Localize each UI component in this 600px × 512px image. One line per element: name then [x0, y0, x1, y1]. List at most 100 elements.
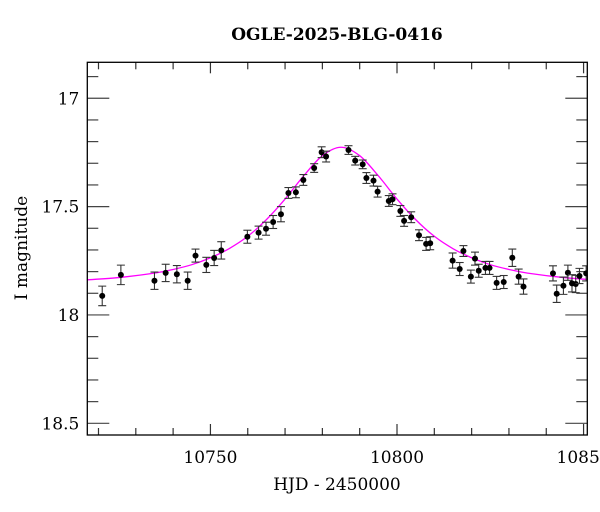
data-point — [269, 214, 278, 230]
data-point — [415, 229, 424, 242]
data-point — [582, 265, 588, 282]
data-marker — [323, 153, 330, 160]
data-point — [276, 206, 285, 223]
data-marker — [460, 248, 467, 255]
data-marker — [467, 273, 474, 280]
data-marker — [560, 282, 567, 289]
data-marker — [192, 252, 199, 259]
data-marker — [549, 270, 556, 277]
data-marker — [493, 279, 500, 286]
data-point — [373, 185, 382, 198]
data-marker — [576, 272, 583, 279]
data-marker — [427, 240, 434, 247]
data-point — [508, 248, 517, 267]
data-point — [369, 174, 378, 187]
data-marker — [117, 271, 124, 278]
y-axis-label: I magnitude — [12, 196, 32, 300]
data-marker — [397, 207, 404, 214]
data-point — [183, 271, 192, 290]
data-marker — [389, 196, 396, 203]
data-marker — [509, 254, 516, 261]
data-marker — [359, 161, 366, 168]
data-point — [474, 263, 483, 278]
data-marker — [173, 271, 180, 278]
data-marker — [475, 267, 482, 274]
data-point — [161, 263, 170, 283]
data-point — [459, 245, 468, 258]
data-point — [407, 211, 416, 224]
data-point — [499, 274, 508, 290]
data-marker — [203, 261, 210, 268]
data-marker — [583, 270, 588, 277]
data-marker — [401, 217, 408, 224]
data-marker — [151, 277, 158, 284]
data-marker — [318, 149, 325, 156]
data-marker — [270, 218, 277, 225]
data-marker — [255, 229, 262, 236]
data-marker — [515, 273, 522, 280]
data-marker — [345, 147, 352, 154]
data-point — [351, 155, 360, 166]
data-point — [552, 284, 561, 303]
data-point — [514, 268, 523, 285]
data-point — [455, 261, 464, 277]
data-point — [426, 236, 435, 251]
data-marker — [471, 255, 478, 262]
data-point — [317, 146, 326, 159]
data-point — [548, 265, 557, 282]
data-point — [388, 193, 397, 206]
data-point — [519, 278, 528, 295]
y-tick-label: 17 — [58, 89, 80, 109]
data-marker — [352, 157, 359, 164]
data-point — [150, 271, 159, 290]
y-tick-label: 18.5 — [41, 414, 79, 434]
x-tick-label: 10800 — [370, 448, 424, 468]
data-point — [470, 251, 479, 266]
data-point — [284, 186, 293, 199]
data-point — [299, 173, 308, 186]
axis-ticks — [87, 62, 588, 435]
plot-frame — [86, 61, 588, 436]
data-marker — [277, 211, 284, 218]
data-marker — [374, 188, 381, 195]
data-marker — [456, 266, 463, 273]
data-point — [116, 264, 125, 286]
data-marker — [244, 233, 251, 240]
data-marker — [285, 189, 292, 196]
data-point — [575, 267, 584, 285]
model-curve — [87, 146, 588, 281]
y-tick-label: 17.5 — [41, 198, 79, 218]
data-marker — [500, 279, 507, 286]
data-point — [262, 221, 271, 236]
data-marker — [184, 277, 191, 284]
data-marker — [363, 175, 370, 182]
data-point — [559, 276, 568, 295]
data-point — [466, 269, 475, 284]
tick-labels: 10750 10800 10850 17 17.5 18 18.5 — [41, 89, 600, 468]
data-marker — [292, 189, 299, 196]
data-point — [492, 275, 501, 290]
data-marker — [553, 290, 560, 297]
data-point — [202, 256, 211, 274]
data-point — [243, 229, 252, 244]
x-tick-label: 10750 — [183, 448, 237, 468]
chart-title: OGLE-2025-BLG-0416 — [231, 25, 443, 45]
data-marker — [211, 254, 218, 261]
y-tick-label: 18 — [58, 306, 80, 326]
data-marker — [311, 165, 318, 172]
data-point — [358, 159, 367, 170]
data-marker — [408, 214, 415, 221]
data-point — [485, 260, 494, 275]
data-marker — [162, 269, 169, 276]
data-marker — [449, 257, 456, 264]
data-marker — [300, 176, 307, 183]
data-point — [322, 150, 331, 163]
data-marker — [263, 225, 270, 232]
data-point — [396, 204, 405, 217]
data-marker — [520, 283, 527, 290]
data-point — [448, 252, 457, 269]
data-marker — [370, 177, 377, 184]
data-marker — [218, 247, 225, 254]
x-axis-label: HJD - 2450000 — [273, 475, 401, 495]
data-point — [254, 225, 263, 240]
